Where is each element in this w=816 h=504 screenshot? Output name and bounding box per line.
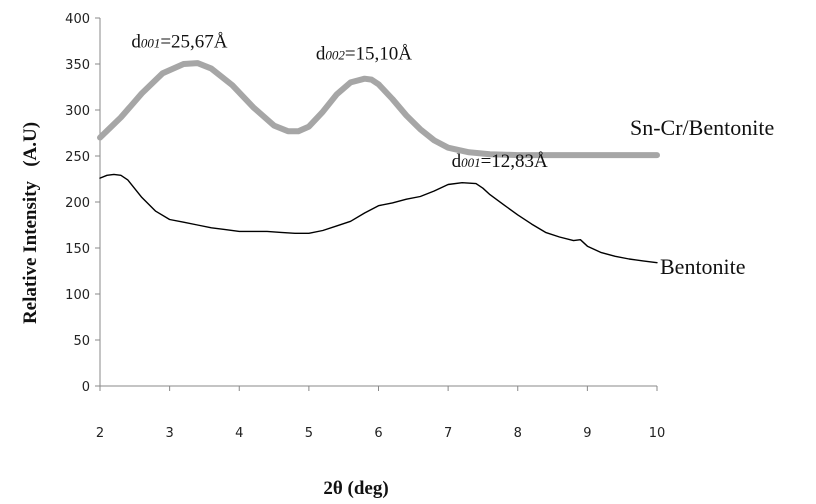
annotation-prefix: d	[452, 151, 462, 172]
x-tick-label: 3	[165, 426, 173, 441]
y-tick-label: 100	[65, 288, 90, 303]
x-tick-label: 4	[235, 426, 243, 441]
y-tick-label: 350	[65, 58, 90, 73]
y-tick-label: 400	[65, 12, 90, 27]
annotation-prefix: d	[131, 31, 141, 52]
y-tick-label: 300	[65, 104, 90, 119]
x-tick-label: 9	[583, 426, 591, 441]
annotation-index: 001	[461, 155, 481, 170]
annotation-value: =25,67Å	[160, 31, 227, 52]
y-tick-label: 0	[82, 380, 90, 395]
x-tick-label: 5	[305, 426, 313, 441]
series-label-bentonite: Bentonite	[660, 254, 746, 279]
annotation-index: 002	[325, 47, 345, 62]
annotation-index: 001	[141, 35, 161, 50]
x-axis-title: 2θ (deg)	[323, 478, 388, 499]
peak-annotation: d001=25,67Å	[131, 31, 227, 52]
y-tick-label: 250	[65, 150, 90, 165]
annotation-value: =12,83Å	[481, 151, 548, 172]
axes	[99, 18, 657, 387]
annotation-prefix: d	[316, 43, 326, 64]
x-axis-ticks: 2 3 4 5 6 7 8 9 10	[96, 386, 665, 441]
series-line-bentonite	[99, 173, 658, 264]
x-tick-label: 10	[649, 426, 666, 441]
x-tick-label: 7	[444, 426, 452, 441]
y-tick-label: 200	[65, 196, 90, 211]
series-label-sn-cr-bentonite: Sn-Cr/Bentonite	[630, 115, 774, 140]
annotation-value: =15,10Å	[345, 43, 412, 64]
x-tick-label: 8	[514, 426, 522, 441]
y-axis-title: Relative Intensity (A.U)	[20, 122, 41, 324]
peak-annotation: d001=12,83Å	[452, 151, 548, 172]
x-tick-label: 2	[96, 426, 104, 441]
y-tick-label: 50	[73, 334, 90, 349]
y-tick-label: 150	[65, 242, 90, 257]
series-lines	[97, 60, 660, 264]
series-line-sn-cr-bentonite	[97, 60, 660, 159]
peak-annotation: d002=15,10Å	[316, 43, 412, 64]
y-axis-ticks: 0 50 100 150 200 250 300 350 400	[65, 12, 100, 395]
x-tick-label: 6	[374, 426, 382, 441]
